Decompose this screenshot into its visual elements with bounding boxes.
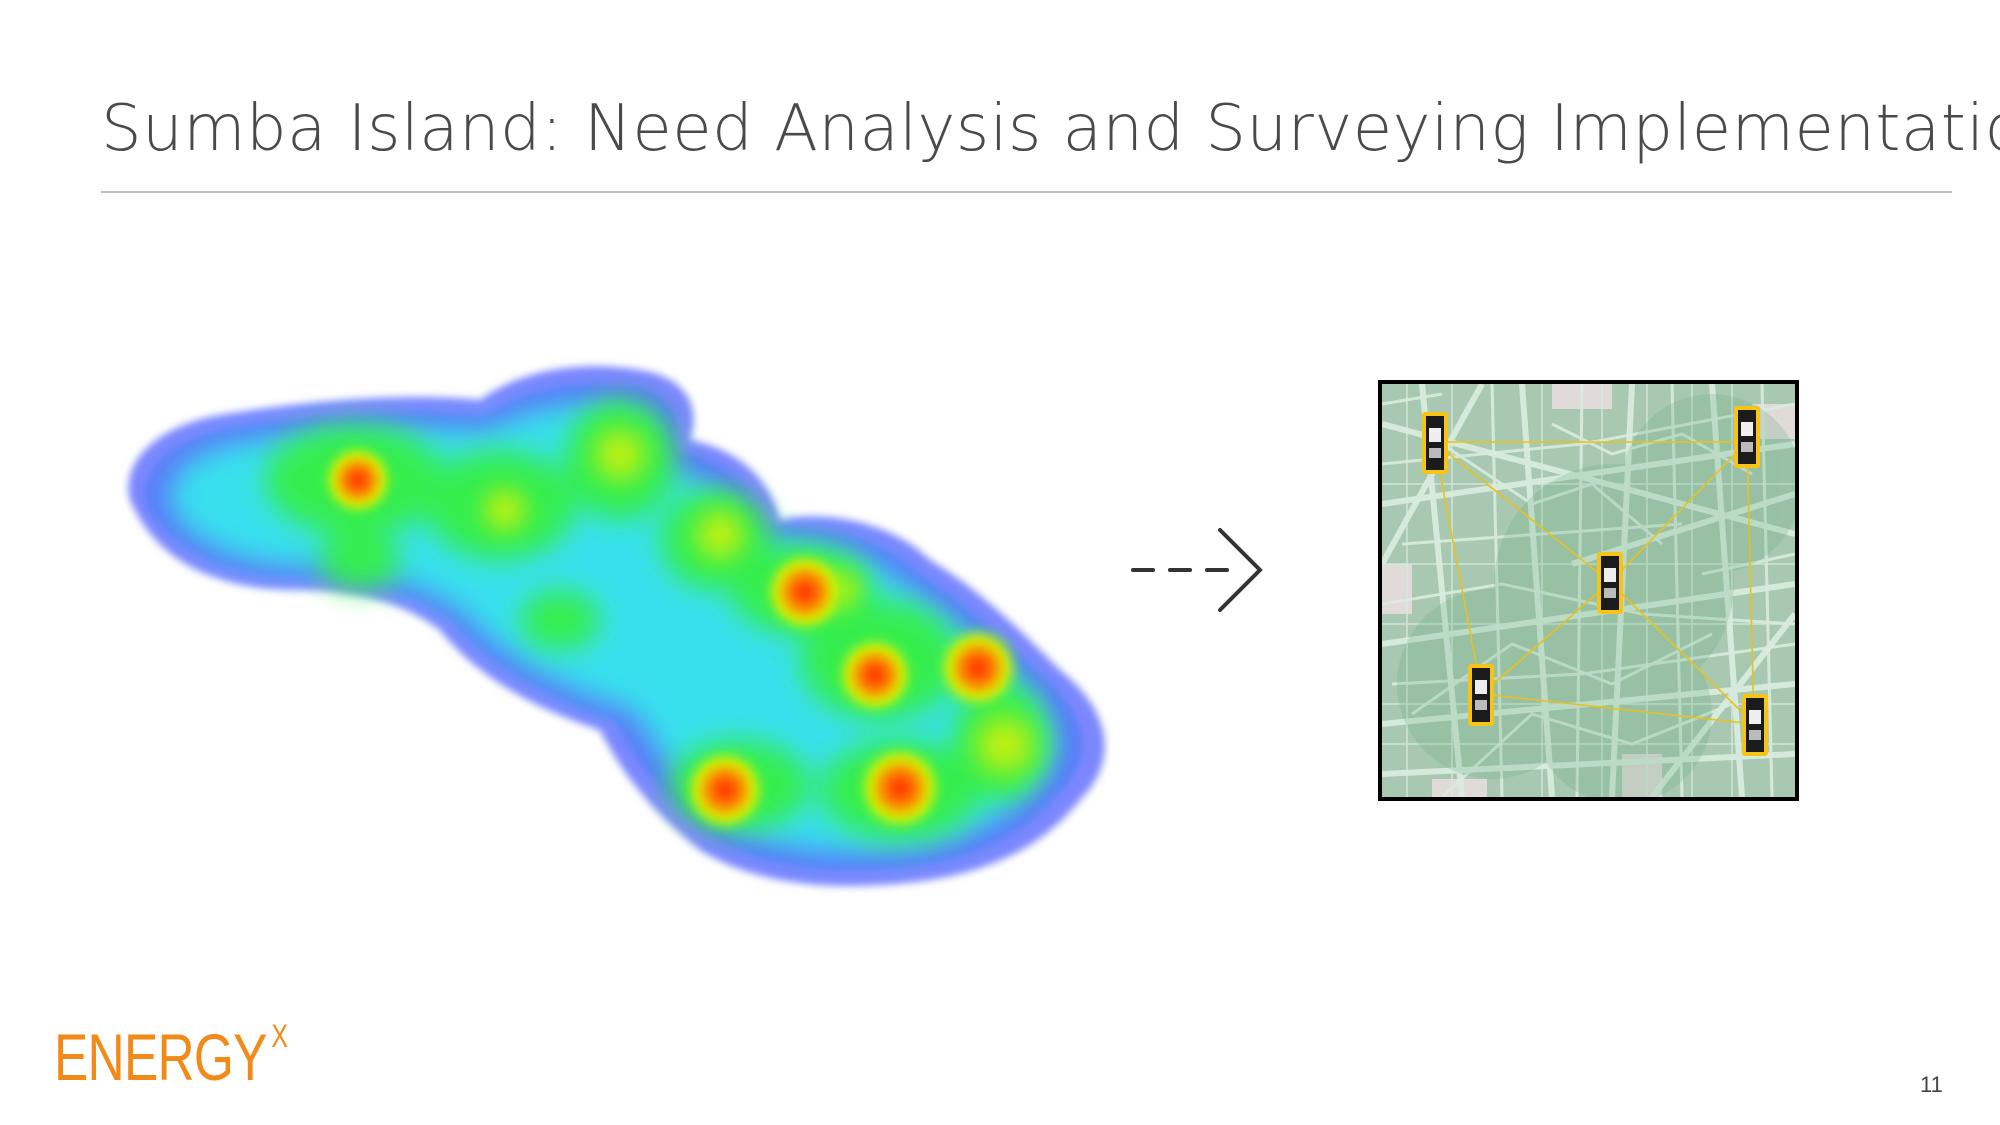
slide-title: Sumba Island: Need Analysis and Surveyin… [101,92,2000,166]
energyx-logo: ENERGY X [54,1020,288,1090]
page-number: 11 [1920,1072,1943,1097]
sensor-node-icon [1422,406,1768,756]
sensor-network-map [1378,380,1799,801]
dashed-arrow-right-icon [1131,528,1263,612]
street-map [1382,384,1795,797]
title-divider [101,191,1952,193]
logo-text: ENERGY [54,1020,268,1094]
logo-superscript: X [271,1018,288,1054]
island-heatmap [128,366,1105,886]
